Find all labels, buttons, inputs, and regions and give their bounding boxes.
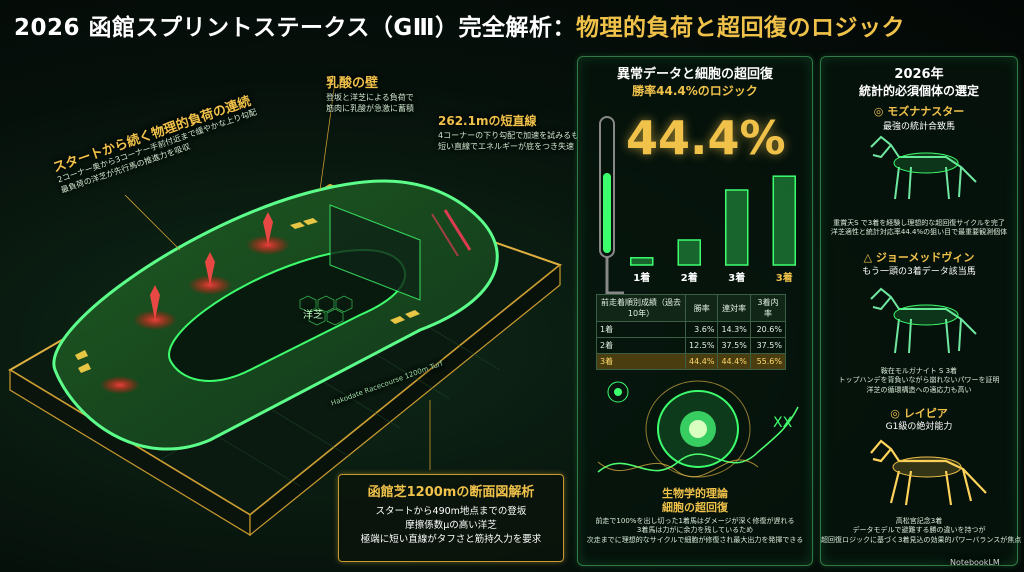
page-title: 2026 函館スプリントステークス（GⅢ）完全解析：物理的負荷と超回復のロジック (14, 15, 905, 41)
horse2-icon (870, 287, 977, 354)
svg-text:XX: XX (773, 415, 793, 431)
selection-panel: 2026年 統計的必須個体の選定 ◎ モズナナスター 最強の統計合致馬 重賞天S… (820, 56, 1021, 566)
data-panel: 異常データと細胞の超回復 勝率44.4%のロジック 44.4% 1着 2着 3着 3着… (577, 56, 813, 566)
stats-table-wrap: 前走着順別成績（過去10年） 勝率 連対率 3着内率 1着 3.6% 14.3% 20… (595, 294, 787, 370)
table-row: 2着 12.5% 37.5% 37.5% (595, 337, 787, 354)
straight-callout: 262.1mの短直線 4コーナーの下り勾配で加速を試みるも 短い直線でエネルギー… (438, 114, 580, 151)
table-row-highlight: 3着 44.4% 44.4% 55.6% (595, 353, 787, 370)
analysis-box: 函館芝1200mの断面図解析 スタートから490m地点までの登坂 摩擦係数μの高… (338, 474, 564, 562)
horse3-name: ◎ レイピア (890, 407, 948, 420)
horse1-name: ◎ モズナナスター (873, 105, 965, 118)
chart-category-label: 2着 (680, 273, 698, 284)
horse3-icon (870, 439, 987, 506)
bio-text: 前走で100%を出し切った1着馬はダメージが深く修復が遅れる 3着馬は力がに余力… (586, 517, 804, 544)
chart-bar (725, 189, 749, 266)
stats-table: 前走着順別成績（過去10年） 勝率 連対率 3着内率 1着 3.6% 14.3% 20… (595, 294, 787, 370)
brand-logo: NotebookLM (950, 558, 1000, 567)
chart-bar (772, 175, 796, 266)
chart-category-label: 3着 (775, 273, 793, 284)
table-row: 1着 3.6% 14.3% 20.6% (595, 321, 787, 338)
chart-bar (630, 257, 654, 266)
chart-category-label: 3着 (728, 273, 746, 284)
chart-categories: 1着 2着 3着 3着 (618, 269, 808, 284)
horse1-icon (870, 135, 977, 200)
win-rate-chart (630, 175, 796, 266)
track-illustration (8, 81, 563, 537)
horse2-name: △ ジョーメッドヴィン (863, 251, 975, 264)
thermometer-icon (599, 116, 624, 295)
big-percentage: 44.4% (626, 111, 786, 165)
lactic-callout: 乳酸の壁 登坂と洋芝による負荷で 筋肉に乳酸が急激に蓄積 (326, 76, 414, 113)
chart-category-label: 1着 (633, 273, 651, 284)
grass-label: 洋芝 (303, 310, 323, 321)
cell-illustration: XX (597, 380, 799, 478)
chart-bar (677, 239, 701, 266)
